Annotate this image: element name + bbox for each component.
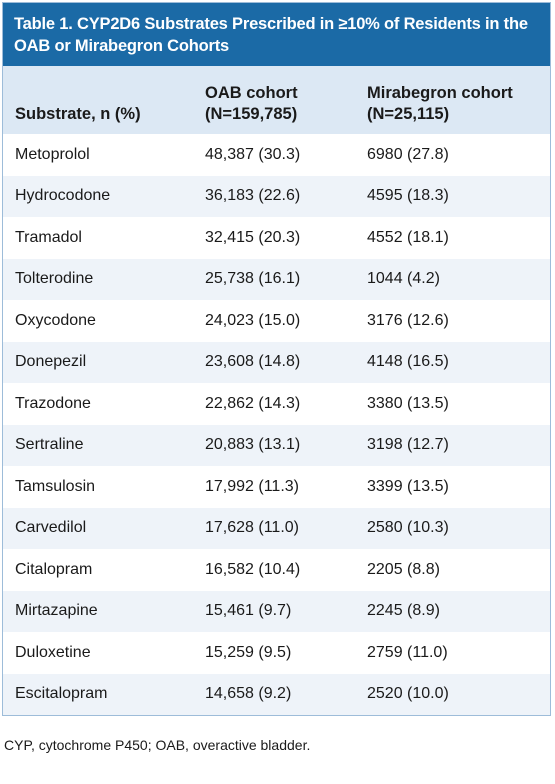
table-row: Donepezil 23,608 (14.8) 4148 (16.5) bbox=[3, 341, 550, 383]
value-cell: 16,582 (10.4) bbox=[205, 560, 301, 578]
value-cell: 2759 (11.0) bbox=[367, 643, 448, 661]
table-row: Sertraline 20,883 (13.1) 3198 (12.7) bbox=[3, 424, 550, 466]
substrate-cell: Carvedilol bbox=[3, 507, 193, 549]
header-line: Mirabegron cohort bbox=[367, 84, 513, 102]
substrate-cell: Trazodone bbox=[15, 394, 91, 412]
value-cell: 3198 (12.7) bbox=[355, 424, 550, 466]
value-cell: 23,608 (14.8) bbox=[193, 341, 355, 383]
table-row: Trazodone 22,862 (14.3) 3380 (13.5) bbox=[3, 383, 550, 425]
substrate-cell: Mirtazapine bbox=[3, 590, 193, 632]
column-header: Mirabegron cohort (N=25,115) bbox=[355, 66, 550, 134]
value-cell: 15,259 (9.5) bbox=[205, 643, 292, 661]
value-cell: 17,628 (11.0) bbox=[193, 507, 355, 549]
value-cell: 4595 (18.3) bbox=[355, 175, 550, 217]
table-row: Escitalopram 14,658 (9.2) 2520 (10.0) bbox=[3, 673, 550, 715]
header-line: OAB cohort bbox=[205, 84, 298, 102]
value-cell: 2580 (10.3) bbox=[355, 507, 550, 549]
column-header: OAB cohort (N=159,785) bbox=[193, 66, 355, 134]
header-row: Substrate, n (%) OAB cohort (N=159,785) Mir… bbox=[3, 66, 550, 134]
value-cell: 25,738 (16.1) bbox=[193, 258, 355, 300]
substrate-cell: Tamsulosin bbox=[15, 477, 96, 495]
substrate-cell: Sertraline bbox=[3, 424, 193, 466]
value-cell: 17,992 (11.3) bbox=[205, 477, 299, 495]
value-cell: 6980 (27.8) bbox=[367, 145, 449, 163]
substrate-cell: Tolterodine bbox=[3, 258, 193, 300]
table-row: Tolterodine 25,738 (16.1) 1044 (4.2) bbox=[3, 258, 550, 300]
footnote: CYP, cytochrome P450; OAB, overactive bl… bbox=[4, 737, 311, 753]
value-cell: 14,658 (9.2) bbox=[193, 673, 355, 715]
header-line: (N=25,115) bbox=[367, 105, 450, 123]
value-cell: 1044 (4.2) bbox=[355, 258, 550, 300]
value-cell: 32,415 (20.3) bbox=[205, 228, 301, 246]
substrate-cell: Donepezil bbox=[3, 341, 193, 383]
substrate-cell: Hydrocodone bbox=[3, 175, 193, 217]
value-cell: 20,883 (13.1) bbox=[193, 424, 355, 466]
value-cell: 48,387 (30.3) bbox=[205, 145, 301, 163]
value-cell: 24,023 (15.0) bbox=[205, 311, 301, 329]
value-cell: 15,461 (9.7) bbox=[193, 590, 355, 632]
table-row: Tamsulosin 17,992 (11.3) 3399 (13.5) bbox=[3, 466, 550, 508]
table-row: Mirtazapine 15,461 (9.7) 2245 (8.9) bbox=[3, 590, 550, 632]
header-line: (N=159,785) bbox=[205, 105, 298, 123]
value-cell: 22,862 (14.3) bbox=[205, 394, 301, 412]
value-cell: 3176 (12.6) bbox=[367, 311, 449, 329]
header-line: Substrate, n (%) bbox=[15, 105, 141, 123]
value-cell: 36,183 (22.6) bbox=[193, 175, 355, 217]
substrate-cell: Metoprolol bbox=[15, 145, 90, 163]
column-header: Substrate, n (%) bbox=[3, 66, 193, 134]
value-cell: 2205 (8.8) bbox=[367, 560, 440, 578]
value-cell: 3380 (13.5) bbox=[367, 394, 449, 412]
table-row: Oxycodone 24,023 (15.0) 3176 (12.6) bbox=[3, 300, 550, 342]
substrate-cell: Citalopram bbox=[15, 560, 93, 578]
table-row: Citalopram 16,582 (10.4) 2205 (8.8) bbox=[3, 549, 550, 591]
table-row: Hydrocodone 36,183 (22.6) 4595 (18.3) bbox=[3, 175, 550, 217]
substrate-cell: Duloxetine bbox=[15, 643, 91, 661]
table-body: Metoprolol 48,387 (30.3) 6980 (27.8) Hydroc… bbox=[3, 134, 550, 715]
table-card: Table 1. CYP2D6 Substrates Prescribed in… bbox=[2, 2, 551, 716]
table-row: Metoprolol 48,387 (30.3) 6980 (27.8) bbox=[3, 134, 550, 176]
value-cell: 4148 (16.5) bbox=[355, 341, 550, 383]
table-title: Table 1. CYP2D6 Substrates Prescribed in… bbox=[3, 3, 550, 66]
value-cell: 4552 (18.1) bbox=[367, 228, 449, 246]
table-row: Duloxetine 15,259 (9.5) 2759 (11.0) bbox=[3, 632, 550, 674]
substrate-cell: Oxycodone bbox=[15, 311, 96, 329]
value-cell: 3399 (13.5) bbox=[367, 477, 449, 495]
table-row: Carvedilol 17,628 (11.0) 2580 (10.3) bbox=[3, 507, 550, 549]
table-row: Tramadol 32,415 (20.3) 4552 (18.1) bbox=[3, 217, 550, 259]
value-cell: 2520 (10.0) bbox=[355, 673, 550, 715]
substrate-cell: Escitalopram bbox=[3, 673, 193, 715]
substrate-cell: Tramadol bbox=[15, 228, 82, 246]
table: Substrate, n (%) OAB cohort (N=159,785) Mir… bbox=[3, 66, 550, 715]
value-cell: 2245 (8.9) bbox=[355, 590, 550, 632]
